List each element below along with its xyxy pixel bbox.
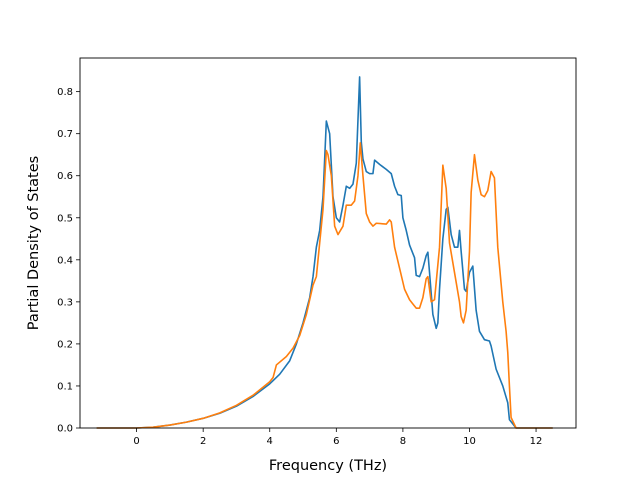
y-tick-label: 0.1 — [57, 381, 73, 392]
x-tick-label: 2 — [200, 436, 206, 447]
series-layer — [96, 76, 553, 429]
y-tick-label: 0.6 — [57, 171, 73, 182]
x-tick-label: 10 — [463, 436, 476, 447]
y-tick-label: 0.5 — [57, 213, 73, 224]
y-tick-label: 0.7 — [57, 129, 73, 140]
x-tick-label: 0 — [133, 436, 139, 447]
y-tick-label: 0.0 — [57, 424, 73, 435]
x-tick-label: 6 — [333, 436, 339, 447]
axes-layer: 0 2 4 6 8 10 12 0.0 0.1 0.2 0.3 0.4 0.5 0.6 0.7 0.8 — [57, 57, 577, 447]
x-tick-label: 12 — [530, 436, 543, 447]
x-tick-label: 8 — [400, 436, 406, 447]
x-axis-label: Frequency (THz) — [269, 458, 387, 474]
y-axis-label: Partial Density of States — [26, 156, 42, 330]
y-tick-label: 0.2 — [57, 339, 73, 350]
y-tick-label: 0.8 — [57, 87, 73, 98]
x-tick-label: 4 — [267, 436, 273, 447]
plot-area — [80, 58, 576, 428]
y-tick-label: 0.3 — [57, 297, 73, 308]
series-line-2 — [96, 142, 553, 429]
axes-frame — [79, 57, 577, 429]
y-tick-label: 0.4 — [57, 255, 73, 266]
